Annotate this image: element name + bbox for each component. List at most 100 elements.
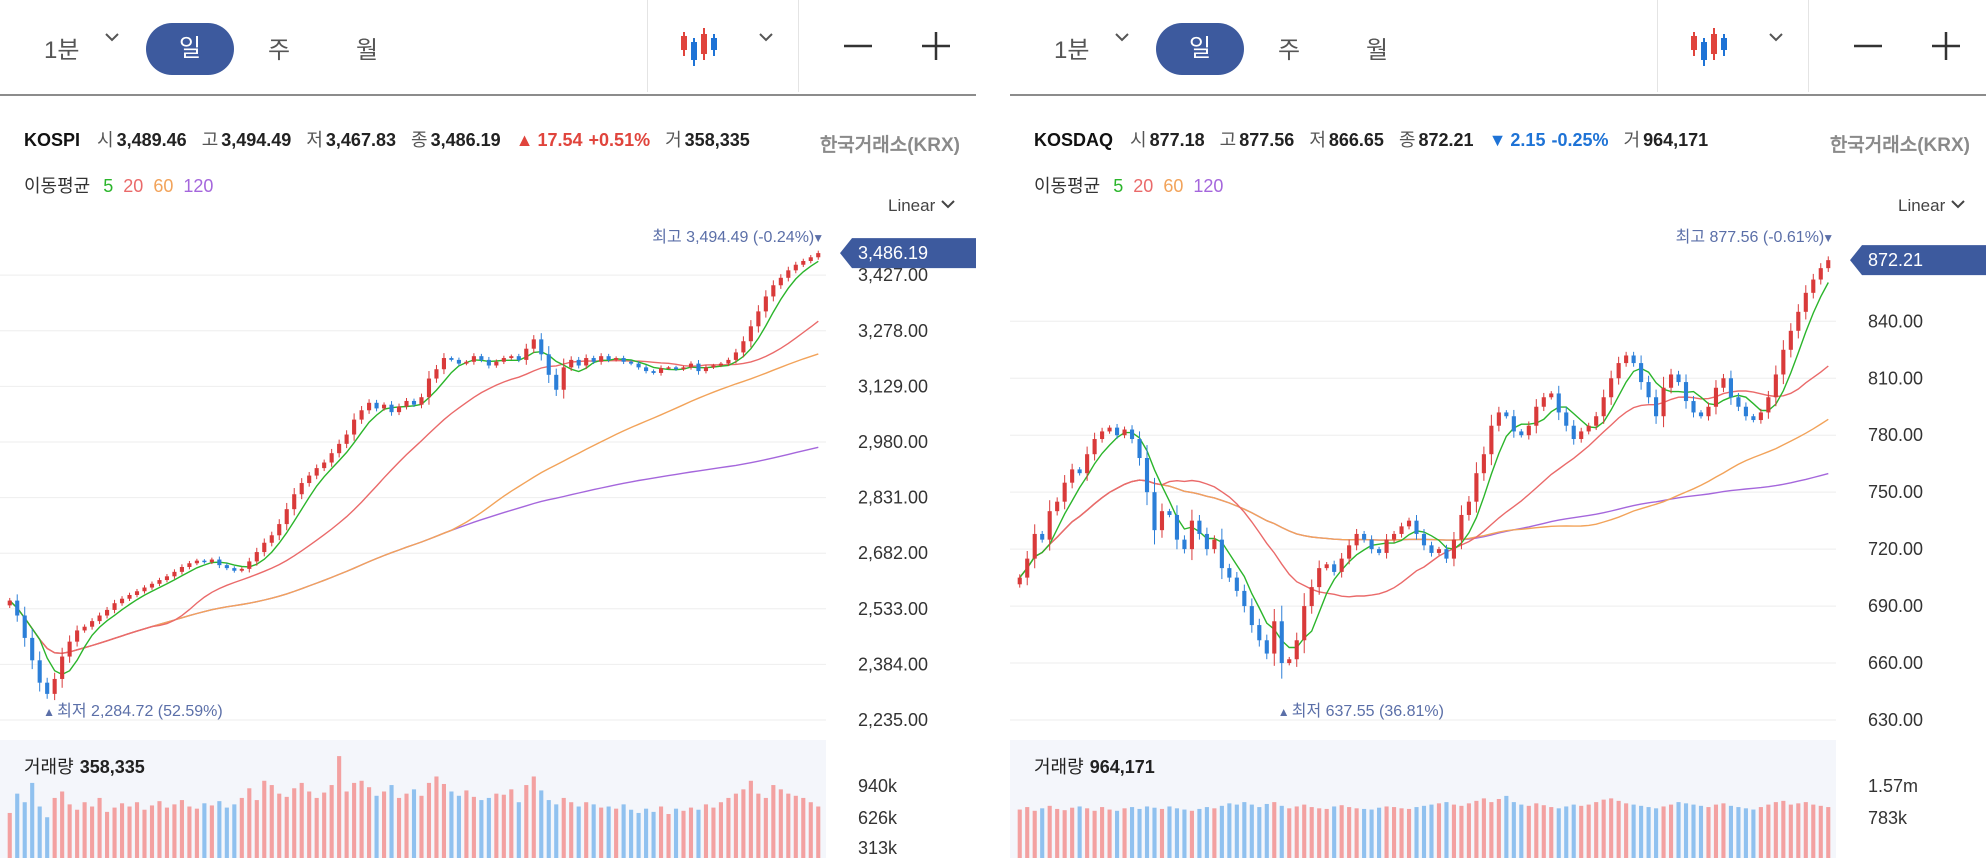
volume-bar [1444,802,1449,858]
volume-bar [404,793,409,858]
candle-body [434,369,439,379]
period-week-button[interactable]: 주 [1278,37,1301,64]
candle-body [1661,387,1666,417]
minus-icon[interactable] [836,22,880,66]
candle [479,353,484,363]
candle-body [1234,577,1239,591]
candle-body [187,563,192,568]
chevron-down-icon [1951,200,1965,209]
candle [621,355,626,365]
plus-icon[interactable] [914,22,958,66]
volume-bar [75,809,80,858]
candle [262,538,267,557]
minus-icon[interactable] [1846,22,1890,66]
candle [1594,411,1599,431]
candle-body [1377,549,1382,553]
chevron-down-icon[interactable] [104,26,120,54]
candle-body [1354,533,1359,546]
candle [1421,528,1427,551]
plus-icon[interactable] [1924,22,1968,66]
candle [1481,446,1486,481]
volume-bar [90,806,95,858]
chevron-down-icon[interactable] [1114,26,1130,54]
volume-bar [337,756,342,858]
ma120-line [9,446,819,655]
candle-body [561,367,566,390]
scale-selector[interactable]: Linear [888,196,956,216]
candle [269,531,274,547]
candle-body [1219,539,1224,569]
candle-body [344,434,349,444]
volume-bar [329,785,334,858]
candlestick-icon[interactable] [1690,26,1732,73]
toolbar-divider [798,0,799,92]
candle-body [1624,355,1629,364]
volume-bar [479,800,484,858]
candle-body [239,568,244,571]
ma20-label: 20 [123,176,144,196]
volume-bar [202,803,207,858]
candle [1504,410,1509,419]
candle-body [1691,401,1696,413]
candle [411,398,417,407]
candle-body [614,358,619,360]
candle-body [232,568,237,571]
volume-label: 거 [665,130,682,150]
candle [337,439,342,458]
candle [389,401,394,416]
volume-bar [1369,809,1374,858]
candle-body [606,356,611,360]
volume-bar [1302,804,1307,858]
candle [1601,389,1606,424]
candle-body [629,361,634,364]
ma20-label: 20 [1133,176,1154,196]
close-label: 종 [411,130,428,150]
chevron-down-icon [941,200,955,209]
candle [1391,530,1397,543]
y-tick-label: 690.00 [1868,596,1923,616]
candle-body [1751,416,1756,421]
candle [546,346,551,383]
period-month-button[interactable]: 월 [1366,37,1389,64]
volume-bar [1698,805,1704,858]
candle [1025,550,1030,586]
candle-body [464,361,469,364]
candle-body [816,253,821,258]
price-chart[interactable]: 3,427.00 3,278.00 3,129.00 2,980.00 2,831.00… [0,220,976,858]
candle [688,361,694,370]
volume-bar [1504,795,1509,858]
period-week-button[interactable]: 주 [268,37,291,64]
period-day-button[interactable]: 일 [1156,23,1244,75]
volume-bar [509,789,514,858]
candle [329,448,334,467]
interval-selector[interactable]: 1분 [44,37,80,64]
period-month-button[interactable]: 월 [356,37,379,64]
chart-type-chevron-icon[interactable] [1768,26,1784,54]
volume-bar [314,797,319,858]
candle-body [1092,439,1097,455]
candle [711,363,716,369]
volume-bar [1526,805,1531,858]
volume-bar [22,802,27,858]
scale-selector[interactable]: Linear [1898,196,1966,216]
volume-bar [1384,806,1389,858]
volume-bar [1466,803,1471,858]
period-day-button[interactable]: 일 [146,23,234,75]
candle-body [1466,501,1471,515]
chart-type-chevron-icon[interactable] [758,26,774,54]
candle-body [696,363,701,372]
price-chart[interactable]: 840.00 810.00 780.00 750.00 720.00 690.00 660.… [1010,220,1986,858]
interval-selector[interactable]: 1분 [1054,37,1090,64]
candle [651,369,656,375]
volume-bar [486,797,491,858]
candle [726,357,731,366]
candle [1646,375,1651,404]
candlestick-icon[interactable] [680,26,722,73]
candle [1055,497,1060,516]
candle [157,577,162,587]
candle-body [1571,425,1576,440]
candle [202,559,207,564]
volume-bar [1758,807,1763,858]
candle-body [1272,621,1277,654]
candle [45,677,50,699]
